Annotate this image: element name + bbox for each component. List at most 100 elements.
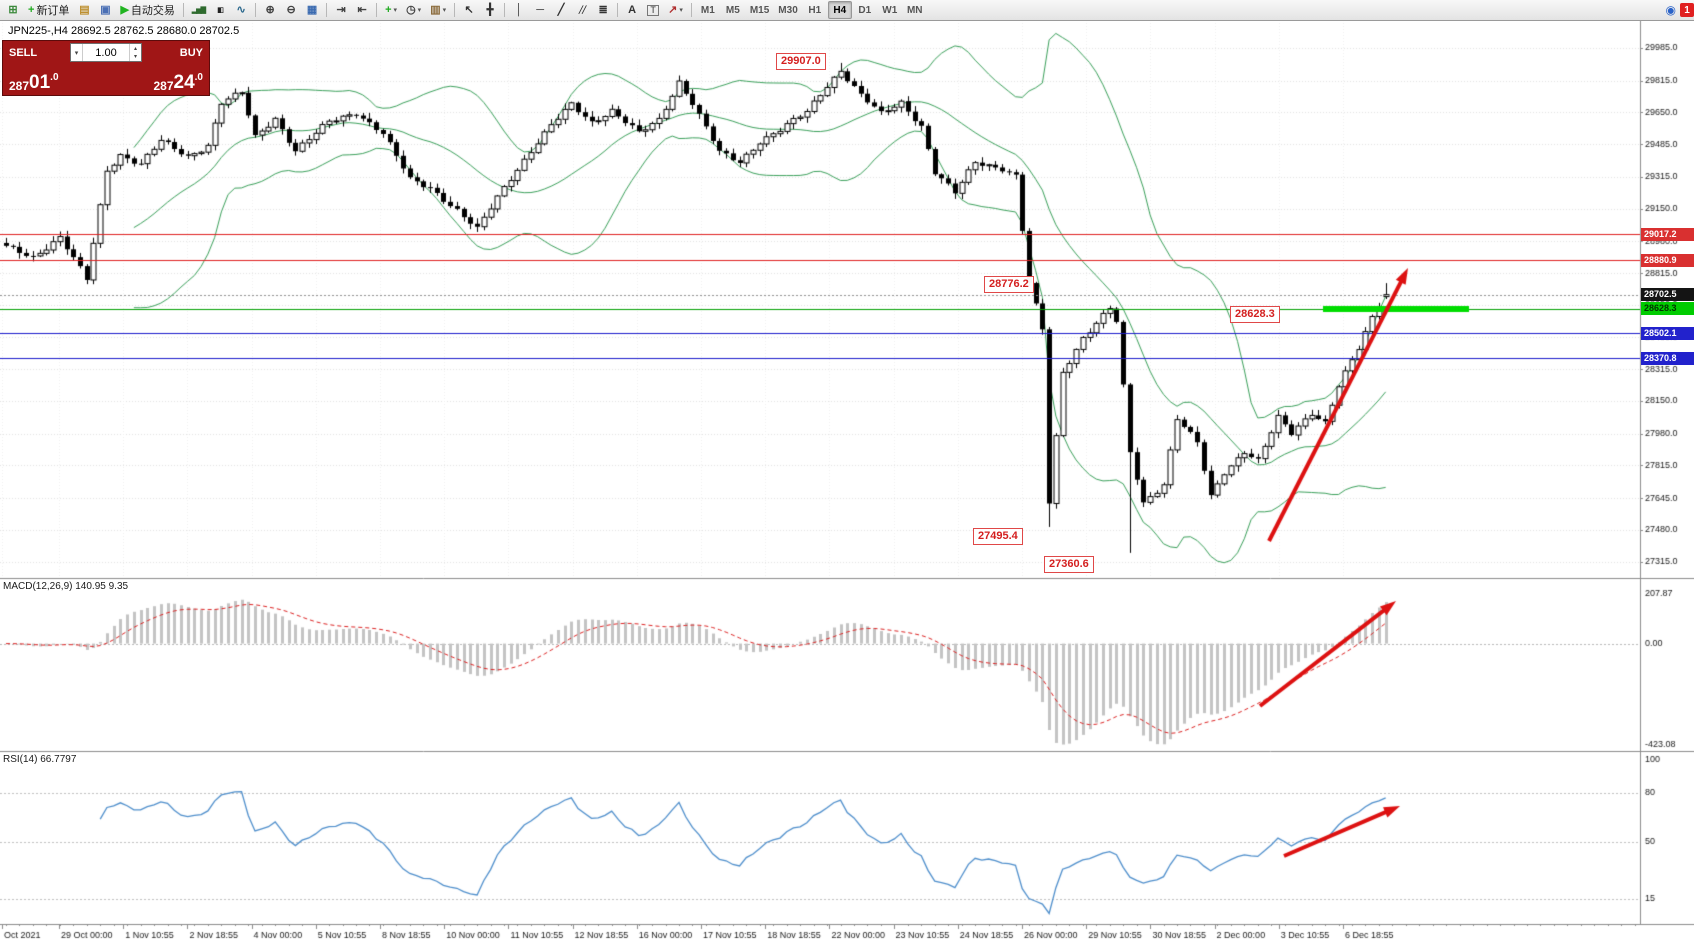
sell-button[interactable]: SELL bbox=[3, 41, 70, 62]
vertical-line-icon: │ bbox=[515, 3, 523, 16]
main-toolbar: ⊞ + 新订单 ▤ ▣ ▶ 自动交易 ▂▅▇ ▮▯ ∿ ⊕ ⊖ ▦ ⇥ ⇤ + ▾ ◷ ▾ ▥ ▾ ↖ ╋ │ ─ ╱ ╱╱ ≣ A T ↗… bbox=[0, 0, 1694, 21]
axis-price-tag: 28502.1 bbox=[1641, 327, 1694, 340]
indicators-button[interactable]: + ▾ bbox=[381, 1, 401, 19]
toolbar-separator bbox=[690, 3, 692, 17]
new-order-plus-icon: + bbox=[28, 3, 35, 16]
volume-value[interactable]: 1.00 bbox=[95, 46, 117, 59]
auto-scroll-button[interactable]: ⇥ bbox=[331, 1, 351, 19]
notification-badge[interactable]: 1 bbox=[1680, 3, 1694, 17]
price-callout-label[interactable]: 29907.0 bbox=[776, 53, 826, 70]
text-label-icon: T bbox=[647, 4, 659, 16]
axis-price-tag: 28702.5 bbox=[1641, 288, 1694, 301]
crosshair-icon: ╋ bbox=[486, 3, 494, 16]
profiles-icon: ▤ bbox=[79, 3, 90, 16]
toolbar-separator bbox=[617, 3, 619, 17]
periods-button[interactable]: ◷ ▾ bbox=[402, 1, 425, 19]
autotrading-button-label: 自动交易 bbox=[130, 5, 175, 17]
new-chart-icon: ⊞ bbox=[8, 3, 18, 16]
candlestick-icon: ▮▯ bbox=[217, 6, 224, 14]
chart-shift-button[interactable]: ⇤ bbox=[352, 1, 372, 19]
axis-price-tag: 28370.8 bbox=[1641, 352, 1694, 365]
profiles-button[interactable]: ▤ bbox=[74, 1, 94, 19]
channel-icon: ╱╱ bbox=[578, 6, 587, 14]
axis-price-tag: 28880.9 bbox=[1641, 254, 1694, 267]
one-click-trade-widget: SELL ▾ 1.00 ▴ ▾ BUY 287 01.0 287 24.0 bbox=[2, 40, 210, 96]
terminal-icon: ▣ bbox=[100, 3, 111, 16]
cursor-button[interactable]: ↖ bbox=[459, 1, 479, 19]
price-callout-label[interactable]: 28776.2 bbox=[984, 276, 1034, 293]
dropdown-caret-icon: ▾ bbox=[417, 7, 422, 14]
price-callout-label[interactable]: 27495.4 bbox=[973, 528, 1023, 545]
terminal-button[interactable]: ▣ bbox=[95, 1, 115, 19]
timeframe-m5-button[interactable]: M5 bbox=[721, 1, 745, 19]
tile-windows-button[interactable]: ▦ bbox=[302, 1, 322, 19]
dropdown-caret-icon: ▾ bbox=[442, 7, 447, 14]
buy-button[interactable]: BUY bbox=[142, 41, 209, 62]
dropdown-caret-icon: ▾ bbox=[679, 7, 683, 14]
text-label-button[interactable]: T bbox=[643, 1, 663, 19]
axis-price-tag: 29017.2 bbox=[1641, 228, 1694, 241]
bar-chart-icon: ▂▅▇ bbox=[191, 6, 206, 14]
trade-widget-prices: 287 01.0 287 24.0 bbox=[3, 62, 209, 95]
toolbar-right: ◉ 1 bbox=[1666, 3, 1694, 17]
channel-button[interactable]: ╱╱ bbox=[572, 1, 592, 19]
buy-price: 287 24.0 bbox=[153, 72, 203, 93]
chart-title: JPN225-,H4 28692.5 28762.5 28680.0 28702… bbox=[8, 25, 240, 37]
bar-chart-button[interactable]: ▂▅▇ bbox=[188, 1, 209, 19]
timeframe-m1-button[interactable]: M1 bbox=[696, 1, 720, 19]
indicators-plus-icon: + bbox=[385, 3, 392, 16]
text-icon: A bbox=[628, 3, 637, 16]
timeframe-d1-button[interactable]: D1 bbox=[853, 1, 877, 19]
new-order-button-label: 新订单 bbox=[36, 5, 70, 17]
fibonacci-icon: ≣ bbox=[598, 3, 608, 16]
timeframe-h4-button[interactable]: H4 bbox=[827, 1, 852, 19]
timeframe-h1-button[interactable]: H1 bbox=[803, 1, 827, 19]
price-callout-label[interactable]: 27360.6 bbox=[1044, 556, 1094, 573]
trendline-icon: ╱ bbox=[557, 3, 565, 16]
axis-price-tag: 28628.3 bbox=[1641, 302, 1694, 315]
horizontal-line-button[interactable]: ─ bbox=[530, 1, 550, 19]
volume-dropdown-icon[interactable]: ▾ bbox=[71, 44, 83, 61]
price-part: .0 bbox=[50, 72, 59, 83]
candlestick-chart-button[interactable]: ▮▯ bbox=[210, 1, 230, 19]
fibonacci-button[interactable]: ≣ bbox=[593, 1, 613, 19]
timeframe-m15-button[interactable]: M15 bbox=[746, 1, 773, 19]
zoom-in-icon: ⊕ bbox=[265, 3, 275, 16]
search-icon[interactable]: ◉ bbox=[1665, 3, 1676, 17]
rsi-indicator-label: RSI(14) 66.7797 bbox=[3, 754, 77, 765]
toolbar-separator bbox=[326, 3, 328, 17]
trendline-button[interactable]: ╱ bbox=[551, 1, 571, 19]
crosshair-button[interactable]: ╋ bbox=[480, 1, 500, 19]
price-callout-label[interactable]: 28628.3 bbox=[1230, 306, 1280, 323]
sell-price: 287 01.0 bbox=[9, 72, 59, 93]
line-chart-button[interactable]: ∿ bbox=[231, 1, 251, 19]
new-order-button[interactable]: + 新订单 bbox=[24, 1, 73, 19]
new-chart-button[interactable]: ⊞ bbox=[3, 1, 23, 19]
toolbar-separator bbox=[504, 3, 506, 17]
timeframe-w1-button[interactable]: W1 bbox=[878, 1, 902, 19]
zoom-out-icon: ⊖ bbox=[286, 3, 296, 16]
volume-decrease-button[interactable]: ▾ bbox=[133, 54, 137, 61]
zoom-in-button[interactable]: ⊕ bbox=[260, 1, 280, 19]
arrows-button[interactable]: ↗ ▾ bbox=[664, 1, 687, 19]
templates-button[interactable]: ▥ ▾ bbox=[426, 1, 450, 19]
autotrading-button[interactable]: ▶ 自动交易 bbox=[116, 1, 178, 19]
toolbar-separator bbox=[182, 3, 184, 17]
clock-icon: ◷ bbox=[406, 3, 416, 16]
toolbar-separator bbox=[454, 3, 456, 17]
price-part: 287 bbox=[153, 79, 174, 93]
dropdown-caret-icon: ▾ bbox=[393, 7, 398, 14]
zoom-out-button[interactable]: ⊖ bbox=[281, 1, 301, 19]
template-icon: ▥ bbox=[430, 3, 441, 16]
vertical-line-button[interactable]: │ bbox=[509, 1, 529, 19]
text-button[interactable]: A bbox=[622, 1, 642, 19]
timeframe-mn-button[interactable]: MN bbox=[903, 1, 927, 19]
auto-scroll-icon: ⇥ bbox=[336, 3, 346, 16]
tile-windows-icon: ▦ bbox=[306, 3, 318, 16]
timeframe-m30-button[interactable]: M30 bbox=[774, 1, 801, 19]
volume-increase-button[interactable]: ▴ bbox=[133, 45, 137, 52]
price-part: 287 bbox=[9, 79, 30, 93]
price-part: 24 bbox=[173, 72, 195, 93]
volume-stepper[interactable]: ▾ 1.00 ▴ ▾ bbox=[70, 43, 142, 62]
